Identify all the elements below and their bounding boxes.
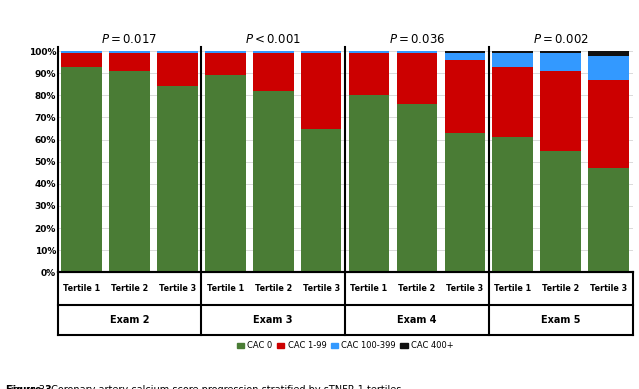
Bar <box>493 53 533 67</box>
Bar <box>253 91 293 272</box>
Bar <box>109 53 150 71</box>
Bar <box>541 53 581 71</box>
Text: Exam 2: Exam 2 <box>110 315 149 325</box>
Bar <box>445 133 485 272</box>
Bar <box>349 95 389 272</box>
Bar <box>589 168 629 272</box>
Text: Tertile 3: Tertile 3 <box>446 284 484 293</box>
Bar <box>253 51 293 53</box>
Text: Exam 4: Exam 4 <box>397 315 436 325</box>
Text: Tertile 3: Tertile 3 <box>158 284 196 293</box>
Bar <box>541 71 581 151</box>
Bar <box>445 51 485 53</box>
Text: Exam 3: Exam 3 <box>254 315 293 325</box>
Text: Tertile 2: Tertile 2 <box>254 284 292 293</box>
Bar <box>397 53 437 104</box>
Bar <box>589 80 629 168</box>
Bar <box>253 53 293 91</box>
Bar <box>445 53 485 60</box>
Bar <box>157 86 197 272</box>
Bar <box>397 104 437 272</box>
Text: Exam 5: Exam 5 <box>541 315 580 325</box>
Title: $\bf\it{P=0.036}$: $\bf\it{P=0.036}$ <box>389 33 445 46</box>
Text: Tertile 2: Tertile 2 <box>111 284 148 293</box>
Title: $\bf\it{P=0.017}$: $\bf\it{P=0.017}$ <box>102 33 157 46</box>
Bar <box>61 53 102 67</box>
Bar <box>301 53 341 128</box>
Bar <box>493 51 533 53</box>
Bar <box>301 51 341 53</box>
Bar <box>541 51 581 53</box>
Bar <box>301 128 341 272</box>
Text: Tertile 1: Tertile 1 <box>206 284 244 293</box>
Text: Figure 3.: Figure 3. <box>6 385 56 389</box>
Bar <box>589 56 629 80</box>
Bar <box>109 51 150 53</box>
Bar <box>205 75 245 272</box>
Bar <box>445 60 485 133</box>
Bar <box>205 51 245 53</box>
Title: $\bf\it{P=0.002}$: $\bf\it{P=0.002}$ <box>533 33 589 46</box>
Bar <box>205 53 245 75</box>
Text: Tertile 2: Tertile 2 <box>542 284 580 293</box>
Bar <box>397 51 437 53</box>
Bar <box>61 51 102 53</box>
Bar <box>157 51 197 53</box>
Bar <box>349 51 389 53</box>
Title: $\bf\it{P<0.001}$: $\bf\it{P<0.001}$ <box>245 33 301 46</box>
Text: Tertile 2: Tertile 2 <box>398 284 436 293</box>
Text: Tertile 1: Tertile 1 <box>63 284 100 293</box>
Text: Tertile 3: Tertile 3 <box>302 284 340 293</box>
Text: Tertile 1: Tertile 1 <box>494 284 532 293</box>
Legend: CAC 0, CAC 1-99, CAC 100-399, CAC 400+: CAC 0, CAC 1-99, CAC 100-399, CAC 400+ <box>233 338 457 354</box>
Bar <box>493 67 533 137</box>
Bar <box>541 151 581 272</box>
Text: Figure 3. Coronary artery calcium score progression stratified by sTNFR-1 tertil: Figure 3. Coronary artery calcium score … <box>6 385 404 389</box>
Bar <box>157 53 197 86</box>
Text: Tertile 1: Tertile 1 <box>350 284 388 293</box>
Bar <box>589 51 629 56</box>
Bar <box>493 137 533 272</box>
Text: Tertile 3: Tertile 3 <box>590 284 627 293</box>
Bar <box>349 53 389 95</box>
Bar <box>109 71 150 272</box>
Bar <box>61 67 102 272</box>
